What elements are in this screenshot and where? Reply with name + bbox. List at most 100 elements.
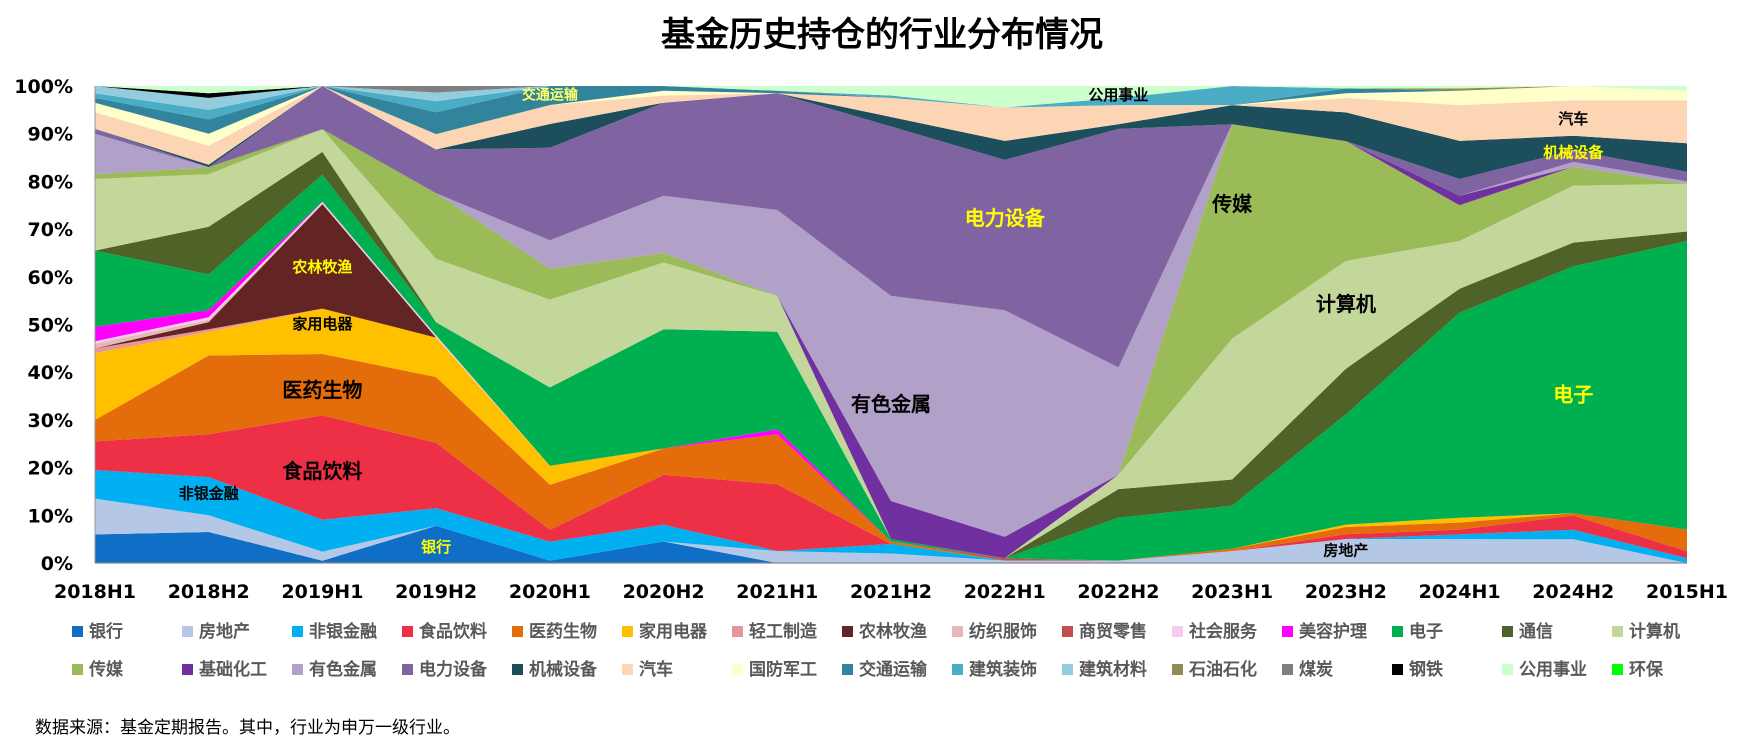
legend-label: 有色金属 <box>309 659 377 680</box>
source-note: 数据来源：基金定期报告。其中，行业为申万一级行业。 <box>35 718 460 738</box>
legend-swatch <box>952 626 963 637</box>
legend-swatch <box>1502 626 1513 637</box>
legend-label: 机械设备 <box>529 659 598 680</box>
legend-swatch <box>732 626 743 637</box>
legend-item: 机械设备 <box>512 659 598 680</box>
area-layer <box>95 86 1687 563</box>
legend-item: 公用事业 <box>1502 660 1587 680</box>
area-series-2 <box>95 470 1687 563</box>
area-label: 食品饮料 <box>282 459 362 483</box>
legend-swatch <box>1172 626 1183 637</box>
legend-label: 食品饮料 <box>419 621 487 642</box>
legend-swatch <box>1502 664 1513 675</box>
legend-item: 商贸零售 <box>1062 621 1147 642</box>
area-series-28 <box>95 86 1687 108</box>
legend-swatch <box>182 664 193 675</box>
legend-label: 计算机 <box>1629 621 1680 642</box>
legend-label: 钢铁 <box>1409 659 1443 680</box>
x-tick-label: 2022H1 <box>964 581 1046 603</box>
legend-item: 电力设备 <box>402 659 488 680</box>
area-series-23 <box>95 86 1687 120</box>
legend-item: 农林牧渔 <box>842 621 927 642</box>
legend: 银行 房地产 非银金融 食品饮料 医药生物 家用电器 轻工制造 农林牧渔 纺织服饰 商贸零售 社会服… <box>72 621 1680 680</box>
area-series-20 <box>95 86 1687 165</box>
y-tick-label: 100% <box>14 76 73 98</box>
y-tick-label: 10% <box>28 505 73 527</box>
legend-item: 环保 <box>1612 659 1664 680</box>
y-tick-label: 50% <box>28 315 73 337</box>
legend-item: 电子 <box>1392 621 1443 642</box>
legend-item: 交通运输 <box>842 659 928 680</box>
legend-label: 建筑材料 <box>1079 659 1147 680</box>
area-series-4 <box>95 354 1687 561</box>
area-label: 农林牧渔 <box>291 258 352 276</box>
x-tick-label: 2024H1 <box>1419 581 1501 603</box>
legend-label: 非银金融 <box>309 621 377 642</box>
legend-swatch <box>1062 626 1073 637</box>
area-label: 交通运输 <box>522 87 579 104</box>
area-label: 传媒 <box>1211 192 1253 216</box>
area-series-22 <box>95 86 1687 135</box>
legend-item: 有色金属 <box>292 659 377 680</box>
x-tick-label: 2023H1 <box>1191 581 1273 603</box>
legend-item: 汽车 <box>622 659 673 680</box>
x-tick-label: 2022H2 <box>1077 581 1159 603</box>
legend-label: 家用电器 <box>639 621 708 642</box>
area-label: 家用电器 <box>292 315 353 333</box>
area-series-0 <box>95 525 1687 563</box>
legend-swatch <box>402 626 413 637</box>
legend-swatch <box>1612 664 1623 675</box>
legend-item: 轻工制造 <box>732 621 818 642</box>
legend-item: 煤炭 <box>1282 659 1333 680</box>
legend-item: 纺织服饰 <box>952 621 1037 642</box>
area-label: 有色金属 <box>851 392 931 416</box>
legend-item: 非银金融 <box>292 621 377 642</box>
y-tick-label: 80% <box>28 171 73 193</box>
area-label: 计算机 <box>1316 292 1376 316</box>
legend-label: 煤炭 <box>1299 659 1333 680</box>
legend-label: 汽车 <box>639 659 673 680</box>
legend-label: 农林牧渔 <box>858 621 927 642</box>
legend-swatch <box>512 664 523 675</box>
area-series-24 <box>95 86 1687 110</box>
legend-item: 建筑材料 <box>1062 659 1147 680</box>
legend-label: 基础化工 <box>198 659 267 680</box>
x-tick-label: 2018H1 <box>54 581 136 603</box>
legend-item: 社会服务 <box>1172 621 1258 642</box>
y-tick-label: 90% <box>28 124 73 146</box>
legend-label: 银行 <box>89 621 123 642</box>
x-tick-label: 2019H2 <box>395 581 477 603</box>
area-series-3 <box>95 415 1687 561</box>
area-label: 房地产 <box>1323 542 1368 560</box>
x-tick-label: 2020H2 <box>623 581 705 603</box>
legend-swatch <box>72 664 83 675</box>
x-tick-label: 2021H2 <box>850 581 932 603</box>
area-label: 银行 <box>421 538 451 556</box>
legend-label: 纺织服饰 <box>969 621 1037 642</box>
area-series-21 <box>95 86 1687 146</box>
legend-swatch <box>512 626 523 637</box>
y-tick-label: 0% <box>41 553 73 575</box>
legend-label: 商贸零售 <box>1079 621 1147 642</box>
area-series-19 <box>95 86 1687 179</box>
area-series-18 <box>95 86 1687 368</box>
legend-swatch <box>622 626 633 637</box>
legend-label: 房地产 <box>199 621 250 642</box>
legend-swatch <box>1172 664 1183 675</box>
y-tick-label: 30% <box>28 410 73 432</box>
legend-item: 通信 <box>1502 621 1553 642</box>
legend-swatch <box>1062 664 1073 675</box>
y-tick-label: 40% <box>28 362 73 384</box>
chart-title: 基金历史持仓的行业分布情况 <box>661 15 1103 55</box>
legend-swatch <box>1392 626 1403 637</box>
legend-label: 传媒 <box>88 659 124 680</box>
legend-swatch <box>72 626 83 637</box>
area-series-15 <box>95 124 1687 559</box>
legend-item: 医药生物 <box>512 621 597 642</box>
legend-swatch <box>1612 626 1623 637</box>
area-series-17 <box>95 124 1687 537</box>
y-axis: 0% 10% 20% 30% 40% 50% 60% 70% 80% 90% 100% <box>14 76 96 575</box>
